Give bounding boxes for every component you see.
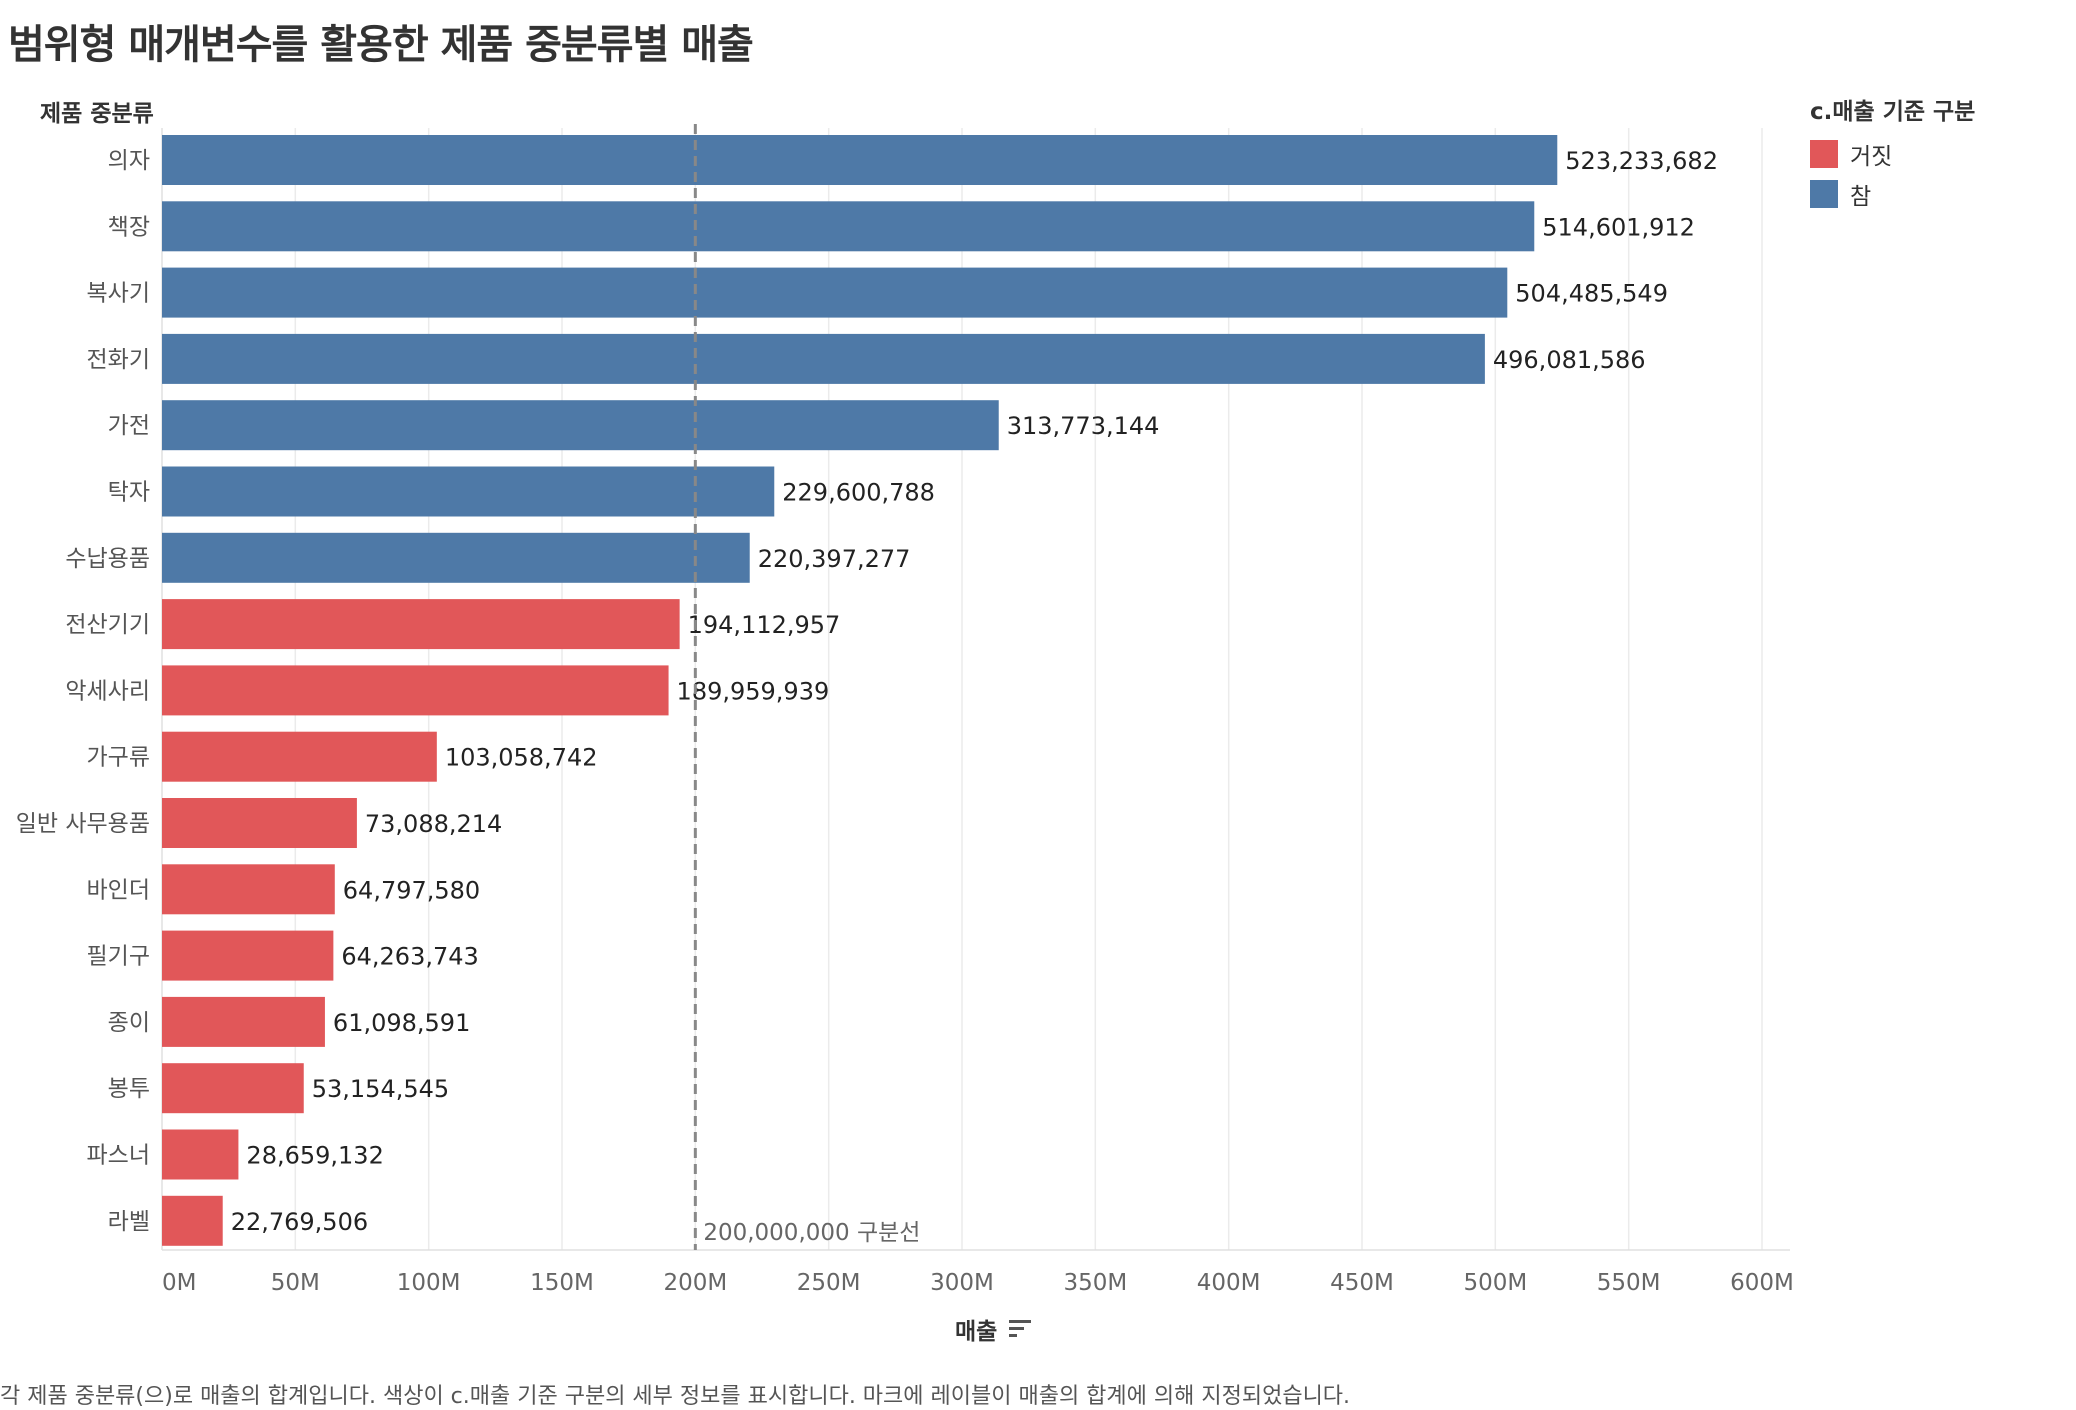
category-label: 전화기 [87, 347, 150, 373]
x-tick-label: 250M [797, 1270, 861, 1296]
bar[interactable] [162, 864, 335, 915]
category-label: 의자 [108, 148, 150, 174]
category-label: 라벨 [108, 1209, 150, 1235]
bar[interactable] [162, 1129, 239, 1180]
x-tick-label: 450M [1330, 1270, 1394, 1296]
category-label: 책장 [108, 214, 150, 240]
data-label: 28,659,132 [246, 1142, 383, 1170]
x-tick-label: 550M [1597, 1270, 1661, 1296]
data-label: 523,233,682 [1565, 147, 1718, 175]
data-label: 64,263,743 [341, 943, 478, 971]
bar[interactable] [162, 466, 775, 517]
category-label: 복사기 [87, 281, 150, 307]
caption: 각 제품 중분류(으)로 매출의 합계입니다. 색상이 c.매출 기준 구분의 … [0, 1384, 1351, 1409]
chart-title: 범위형 매개변수를 활용한 제품 중분류별 매출 [8, 22, 754, 68]
bar[interactable] [162, 1063, 304, 1114]
bar[interactable] [162, 798, 357, 848]
legend-swatch-true [1810, 180, 1838, 208]
data-label: 103,058,742 [445, 744, 598, 772]
x-tick-label: 0M [162, 1270, 196, 1296]
bar[interactable] [162, 599, 680, 650]
category-label: 일반 사무용품 [16, 811, 150, 837]
data-label: 229,600,788 [782, 479, 935, 507]
bar[interactable] [162, 996, 325, 1047]
legend-item-true[interactable]: 참 [1810, 174, 1975, 214]
x-tick-label: 500M [1463, 1270, 1527, 1296]
data-label: 73,088,214 [365, 810, 502, 838]
category-label: 탁자 [108, 480, 150, 506]
data-label: 61,098,591 [333, 1009, 470, 1037]
bar[interactable] [162, 333, 1485, 384]
data-label: 496,081,586 [1493, 346, 1646, 374]
category-label: 바인더 [87, 877, 150, 903]
x-tick-label: 350M [1063, 1270, 1127, 1296]
data-label: 53,154,545 [312, 1075, 449, 1103]
row-header: 제품 중분류 [40, 101, 154, 127]
reference-line-label: 200,000,000 구분선 [703, 1220, 920, 1246]
category-label: 가구류 [87, 745, 150, 771]
x-tick-label: 400M [1197, 1270, 1261, 1296]
bar[interactable] [162, 267, 1508, 318]
category-label: 필기구 [87, 944, 150, 970]
bar[interactable] [162, 400, 999, 451]
bar[interactable] [162, 731, 437, 782]
x-axis-title[interactable]: 매출 [955, 1312, 1032, 1346]
data-label: 194,112,957 [688, 611, 841, 639]
bar[interactable] [162, 135, 1558, 185]
x-tick-label: 300M [930, 1270, 994, 1296]
data-label: 22,769,506 [231, 1208, 368, 1236]
category-label: 가전 [108, 413, 150, 439]
category-label: 악세사리 [65, 678, 150, 704]
bar[interactable] [162, 201, 1535, 252]
bar[interactable] [162, 532, 750, 583]
data-label: 220,397,277 [758, 545, 911, 573]
legend-label-false: 거짓 [1850, 144, 1893, 170]
x-tick-label: 50M [271, 1270, 320, 1296]
bar[interactable] [162, 930, 334, 981]
legend-label-true: 참 [1850, 184, 1872, 210]
x-tick-label: 200M [663, 1270, 727, 1296]
data-label: 514,601,912 [1542, 213, 1695, 241]
category-label: 수납용품 [65, 546, 150, 572]
category-label: 종이 [108, 1010, 150, 1036]
category-label: 전산기기 [65, 612, 150, 638]
bar[interactable] [162, 1195, 223, 1246]
x-tick-label: 600M [1730, 1270, 1794, 1296]
category-label: 파스너 [87, 1143, 150, 1169]
data-label: 504,485,549 [1515, 280, 1668, 308]
category-label: 봉투 [108, 1076, 150, 1102]
bar[interactable] [162, 665, 669, 716]
legend-swatch-false [1810, 140, 1838, 168]
x-axis-title-label: 매출 [955, 1319, 998, 1345]
x-tick-label: 100M [397, 1270, 461, 1296]
data-label: 64,797,580 [343, 876, 480, 904]
x-tick-label: 150M [530, 1270, 594, 1296]
data-label: 189,959,939 [677, 677, 830, 705]
legend-title: c.매출 기준 구분 [1810, 99, 1976, 125]
data-label: 313,773,144 [1007, 412, 1160, 440]
legend-item-false[interactable]: 거짓 [1810, 134, 1975, 174]
legend: c.매출 기준 구분 거짓 참 [1810, 92, 1975, 214]
sort-descending-icon[interactable] [1009, 1320, 1032, 1338]
